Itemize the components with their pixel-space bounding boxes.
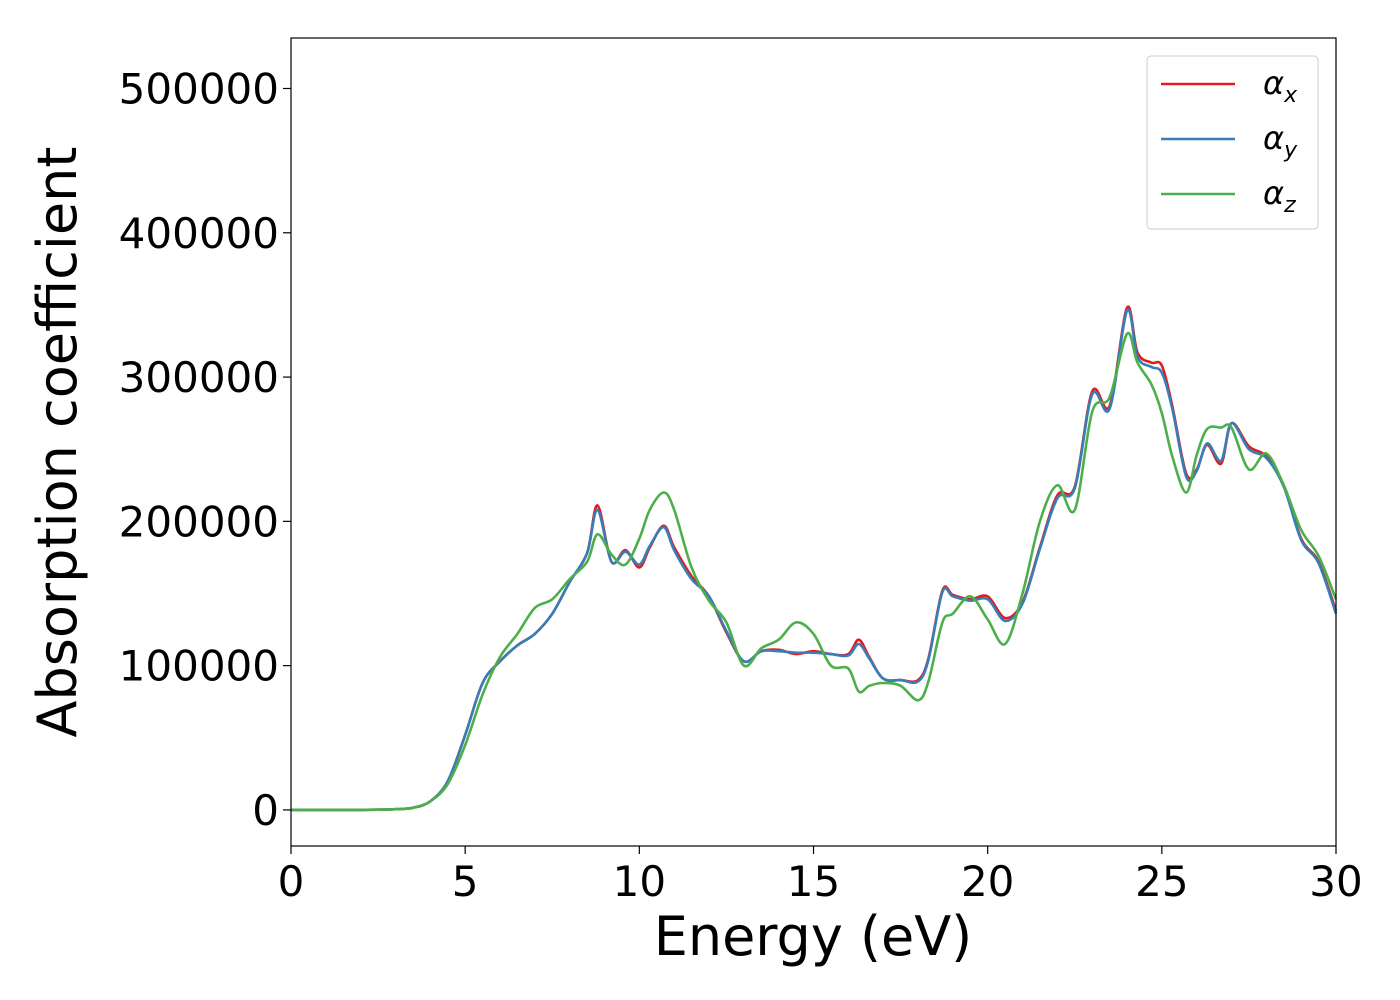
legend: αx αy αz: [1146, 55, 1319, 230]
series-layer: [290, 305, 1338, 812]
x-axis-label: Energy (eV): [654, 905, 973, 968]
x-tick-label: 10: [613, 857, 666, 906]
series-line-alpha-z: [290, 331, 1338, 812]
y-axis: 0 100000 200000 300000 400000 500000: [119, 65, 291, 835]
x-tick-label: 15: [787, 857, 840, 906]
y-tick-label: 100000: [119, 642, 279, 691]
y-axis-label: Absorption coefficient: [26, 147, 89, 738]
y-tick-label: 300000: [119, 353, 279, 402]
legend-box: [1146, 55, 1319, 230]
x-tick-label: 5: [452, 857, 479, 906]
x-tick-label: 0: [278, 857, 305, 906]
y-tick-label: 500000: [119, 65, 279, 114]
y-tick-label: 200000: [119, 497, 279, 546]
x-tick-label: 25: [1135, 857, 1188, 906]
legend-label-alpha-z: αz: [1263, 174, 1296, 218]
y-tick-label: 0: [252, 786, 279, 835]
legend-label-alpha-y: αy: [1263, 119, 1298, 163]
y-tick-label: 400000: [119, 209, 279, 258]
x-tick-label: 20: [961, 857, 1014, 906]
legend-label-alpha-x: αx: [1263, 64, 1298, 108]
series-line-alpha-y: [290, 308, 1338, 812]
x-axis: 0 5 10 15 20 25 30: [278, 846, 1363, 906]
x-tick-label: 30: [1309, 857, 1362, 906]
legend-entries: αx αy αz: [1161, 64, 1298, 218]
